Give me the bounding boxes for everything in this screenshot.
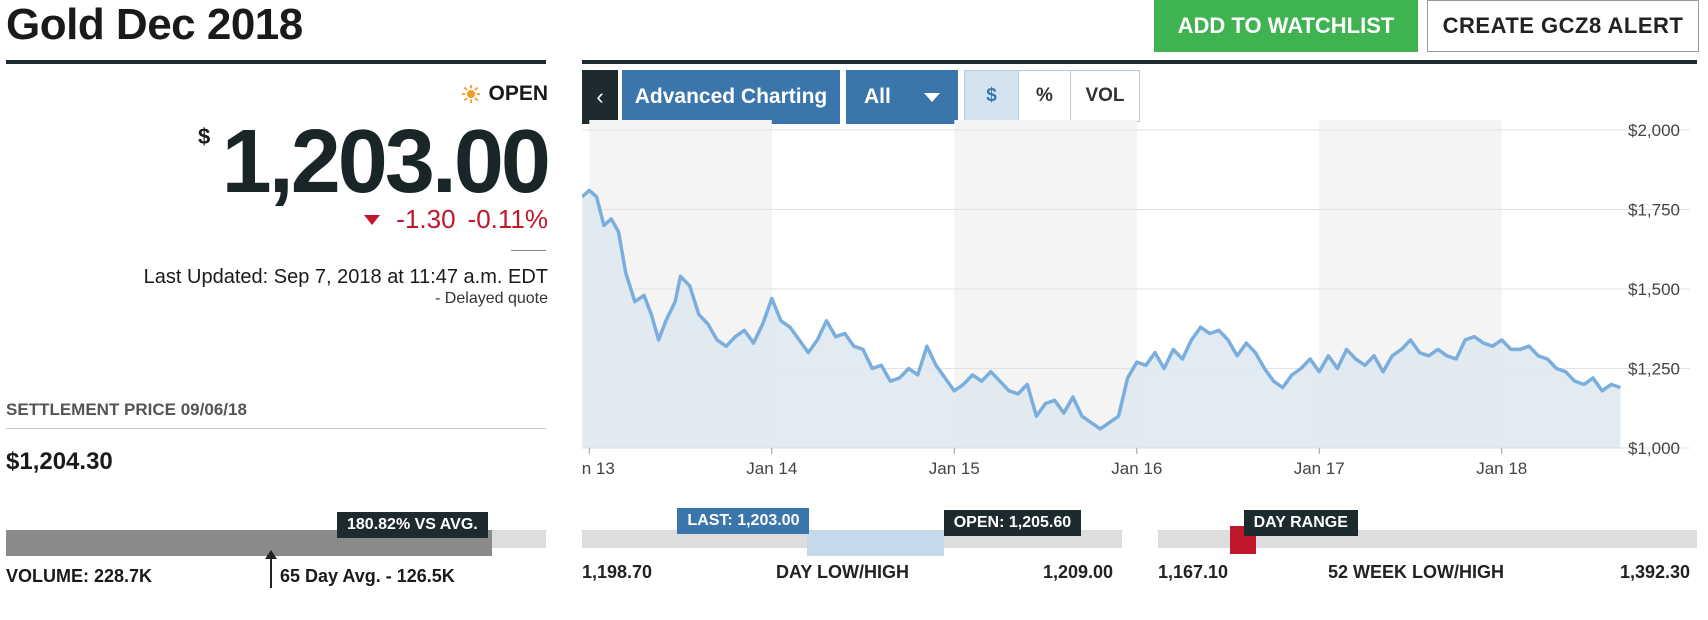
day-range-fill xyxy=(807,530,944,556)
status-text: OPEN xyxy=(488,82,548,105)
divider xyxy=(511,250,546,251)
day-range-label: DAY LOW/HIGH xyxy=(776,562,910,582)
last-price: 1,203.00 xyxy=(221,112,551,212)
y-tick-label: $1,000 xyxy=(1628,439,1680,458)
settlement-value: $1,204.30 xyxy=(6,448,113,475)
change-value: -1.30 xyxy=(396,204,456,234)
price-area xyxy=(582,190,1621,448)
settlement-divider xyxy=(6,428,546,429)
left-header-rule xyxy=(6,60,546,64)
tab-percent[interactable]: % xyxy=(1018,70,1070,122)
last-updated: Last Updated: Sep 7, 2018 at 11:47 a.m. … xyxy=(143,266,548,288)
currency-symbol: $ xyxy=(198,124,211,149)
settlement-label: SETTLEMENT PRICE 09/06/18 xyxy=(6,400,247,419)
sun-icon xyxy=(462,85,481,103)
collapse-chart-button[interactable]: ‹ xyxy=(582,70,618,124)
price-line xyxy=(582,188,1621,431)
page-title: Gold Dec 2018 xyxy=(6,0,303,49)
change-percent: -0.11% xyxy=(467,204,548,234)
market-status: OPEN xyxy=(462,82,548,106)
week52-high: 1,392.30 xyxy=(1620,562,1691,582)
x-tick-label: Jan 15 xyxy=(929,459,980,478)
volume-average: 65 Day Avg. - 126.5K xyxy=(280,566,455,586)
open-price-tag: OPEN: 1,205.60 xyxy=(943,510,1082,536)
tab-dollar[interactable]: $ xyxy=(964,70,1018,122)
x-tick-label: Jan 16 xyxy=(1111,459,1162,478)
avg-marker-line xyxy=(270,554,272,588)
advanced-charting-button[interactable]: Advanced Charting xyxy=(622,70,840,124)
down-arrow-icon xyxy=(364,214,381,225)
day-high: 1,209.00 xyxy=(1043,562,1114,582)
y-tick-label: $1,250 xyxy=(1628,360,1680,379)
week52-range-label: 52 WEEK LOW/HIGH xyxy=(1328,562,1505,582)
y-tick-label: $2,000 xyxy=(1628,121,1680,140)
price-change: -1.30 -0.11% xyxy=(364,204,548,235)
volume-vs-avg-tag: 180.82% VS AVG. xyxy=(337,512,488,538)
x-tick-label: Jan 13 xyxy=(582,459,615,478)
right-header-rule xyxy=(582,60,1697,64)
y-tick-label: $1,500 xyxy=(1628,280,1680,299)
x-tick-label: Jan 17 xyxy=(1294,459,1345,478)
x-tick-label: Jan 14 xyxy=(746,459,797,478)
add-to-watchlist-button[interactable]: ADD TO WATCHLIST xyxy=(1154,0,1418,52)
volume-label: VOLUME: 228.7K xyxy=(6,566,153,586)
x-tick-label: Jan 18 xyxy=(1476,459,1527,478)
week52-low: 1,167.10 xyxy=(1158,562,1229,582)
range-select-value: All xyxy=(864,85,891,108)
delayed-quote-note: - Delayed quote xyxy=(435,290,548,307)
avg-marker-arrow-icon xyxy=(265,550,277,559)
create-alert-button[interactable]: CREATE GCZ8 ALERT xyxy=(1427,0,1699,52)
y-tick-label: $1,750 xyxy=(1628,201,1680,220)
last-price-tag: LAST: 1,203.00 xyxy=(677,508,810,534)
price-chart[interactable]: $2,000 $1,750 $1,500 $1,250 $1,000 Jan 13 Jan … xyxy=(582,120,1697,490)
day-range-tag: DAY RANGE xyxy=(1243,510,1358,536)
range-select[interactable]: All xyxy=(846,70,958,124)
tab-volume[interactable]: VOL xyxy=(1070,70,1140,122)
day-low: 1,198.70 xyxy=(582,562,653,582)
chevron-down-icon xyxy=(924,92,940,102)
